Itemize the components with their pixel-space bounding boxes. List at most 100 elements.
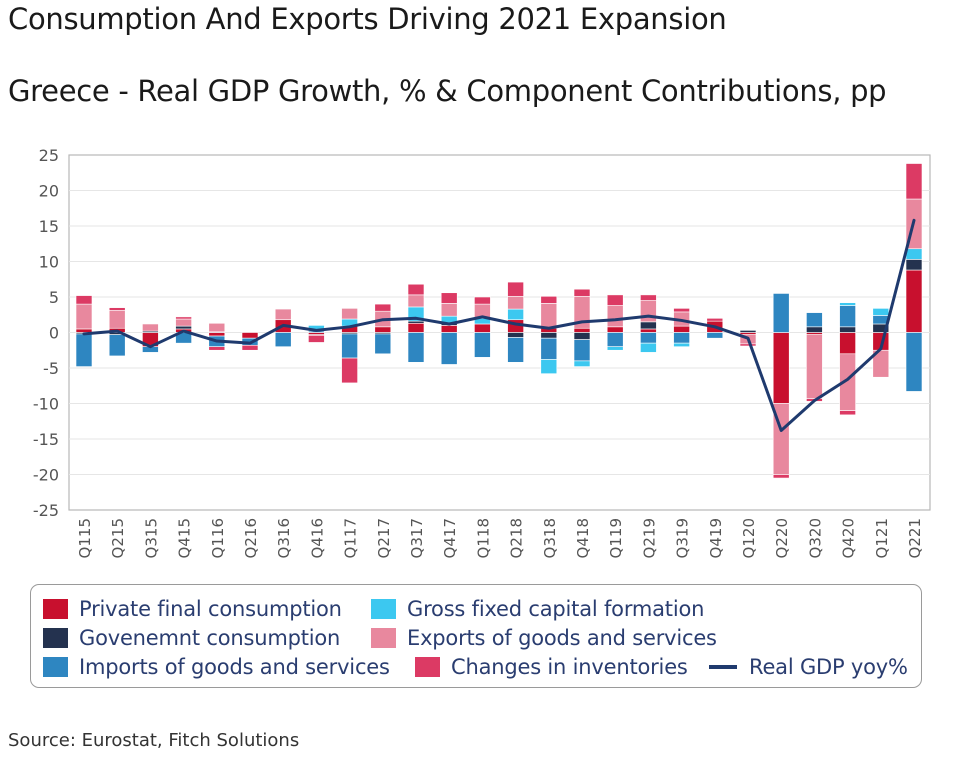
bar-segment [706,332,724,339]
bar-segment [573,327,591,333]
legend-item-exports: Exports of goods and services [371,626,717,650]
bar-segment [606,332,624,347]
x-tick-label: Q317 [408,518,426,558]
bar-segment [540,359,558,374]
bar-segment [839,332,856,355]
bar-segment [407,283,425,296]
bar-segment [208,346,226,351]
bar-segment [507,295,524,310]
bar-segment [772,293,790,333]
bar-segment [374,303,392,312]
bar-segment [839,305,856,328]
bar-segment [75,303,93,330]
bar-segment [905,248,923,260]
legend-swatch-inventories [415,657,440,677]
x-tick-label: Q118 [474,518,492,558]
legend-swatch-government-consumption [43,628,68,648]
bar-segment [308,332,325,335]
bar-segment [905,163,923,200]
legend-item-inventories: Changes in inventories [415,655,688,679]
bar-segment [640,300,657,323]
bar-segment [872,308,890,316]
real-gdp-line [82,218,916,432]
bar-segment [474,296,491,305]
bar-segment [341,357,358,384]
y-tick-label: 15 [39,217,59,236]
y-tick-label: 20 [39,182,59,201]
legend-swatch-real-gdp [709,665,737,669]
bar-segment [839,302,856,306]
y-tick-label: -25 [33,501,59,520]
y-tick-label: 25 [39,146,59,165]
bar-segment [640,342,657,353]
bar-segment [474,332,491,358]
bar-segment [374,333,392,355]
legend-label-real-gdp: Real GDP yoy% [749,655,908,679]
bar-segment [540,332,558,339]
bar-segment [540,337,558,360]
bar-segment [606,305,624,328]
bar-segment [606,326,624,333]
legend-item-imports: Imports of goods and services [43,655,390,679]
legend-swatch-gfcf [371,599,396,619]
bar-segment [839,326,856,333]
x-tick-label: Q416 [308,518,326,558]
bar-segment [806,334,823,399]
bar-segment [606,294,624,306]
bar-segment [440,332,458,365]
bar-segment [208,332,226,337]
bar-segment [507,332,524,338]
x-tick-label: Q218 [508,518,526,558]
chart-area: 25 20 15 10 5 0 -5 -10 -15 -20 -25 Q115 Q215 Q315 Q415… [33,146,931,558]
bar-segment [806,326,823,333]
y-tick-label: 0 [49,324,59,343]
x-tick-label: Q417 [441,518,459,558]
bar-segment [573,288,591,297]
y-tick-label: -15 [33,430,59,449]
bar-segment [739,343,757,347]
bar-segment [407,332,425,363]
x-tick-label: Q415 [176,518,194,558]
bar-segment [440,325,458,333]
x-tick-label: Q418 [574,518,592,558]
y-tick-label: 10 [39,253,59,272]
bar-segment [905,259,923,271]
bar-segment [341,333,358,359]
bar-segment [108,334,126,357]
x-tick-label: Q115 [76,518,94,558]
bar-segment [175,325,192,330]
bar-segment [75,333,93,367]
y-tick-label: -20 [33,466,59,485]
bar-segment [806,312,823,328]
legend-label-imports: Imports of goods and services [79,655,390,679]
bar-segment [108,307,126,311]
x-tick-label: Q420 [840,518,858,558]
bar-segment [175,318,192,327]
bar-segment [640,294,657,301]
x-tick-label: Q319 [674,518,692,558]
x-tick-label: Q120 [740,518,758,558]
bar-segment [905,332,923,392]
legend-label-gfcf: Gross fixed capital formation [407,597,705,621]
bar-segment [540,303,558,329]
x-tick-label: Q116 [209,518,227,558]
legend-label-exports: Exports of goods and services [407,626,717,650]
bar-segment [640,332,657,344]
x-tick-label: Q219 [640,518,658,558]
legend-label-inventories: Changes in inventories [451,655,688,679]
legend-swatch-private-consumption [43,599,68,619]
chart-subtitle: Greece - Real GDP Growth, % & Component … [8,74,887,108]
source-note: Source: Eurostat, Fitch Solutions [8,730,300,751]
x-tick-label: Q315 [142,518,160,558]
bar-segment [507,337,524,363]
bar-segment [673,342,690,347]
legend-item-government-consumption: Govenemnt consumption [43,626,340,650]
y-tick-label: 5 [49,288,59,307]
bar-segment [274,308,292,321]
bar-segment [108,310,126,329]
bar-segment [175,316,192,320]
chart-legend: Private final consumption Gross fixed ca… [30,584,922,688]
legend-label-government-consumption: Govenemnt consumption [79,626,341,650]
bar-segment [673,332,690,344]
bar-segment [606,346,624,351]
